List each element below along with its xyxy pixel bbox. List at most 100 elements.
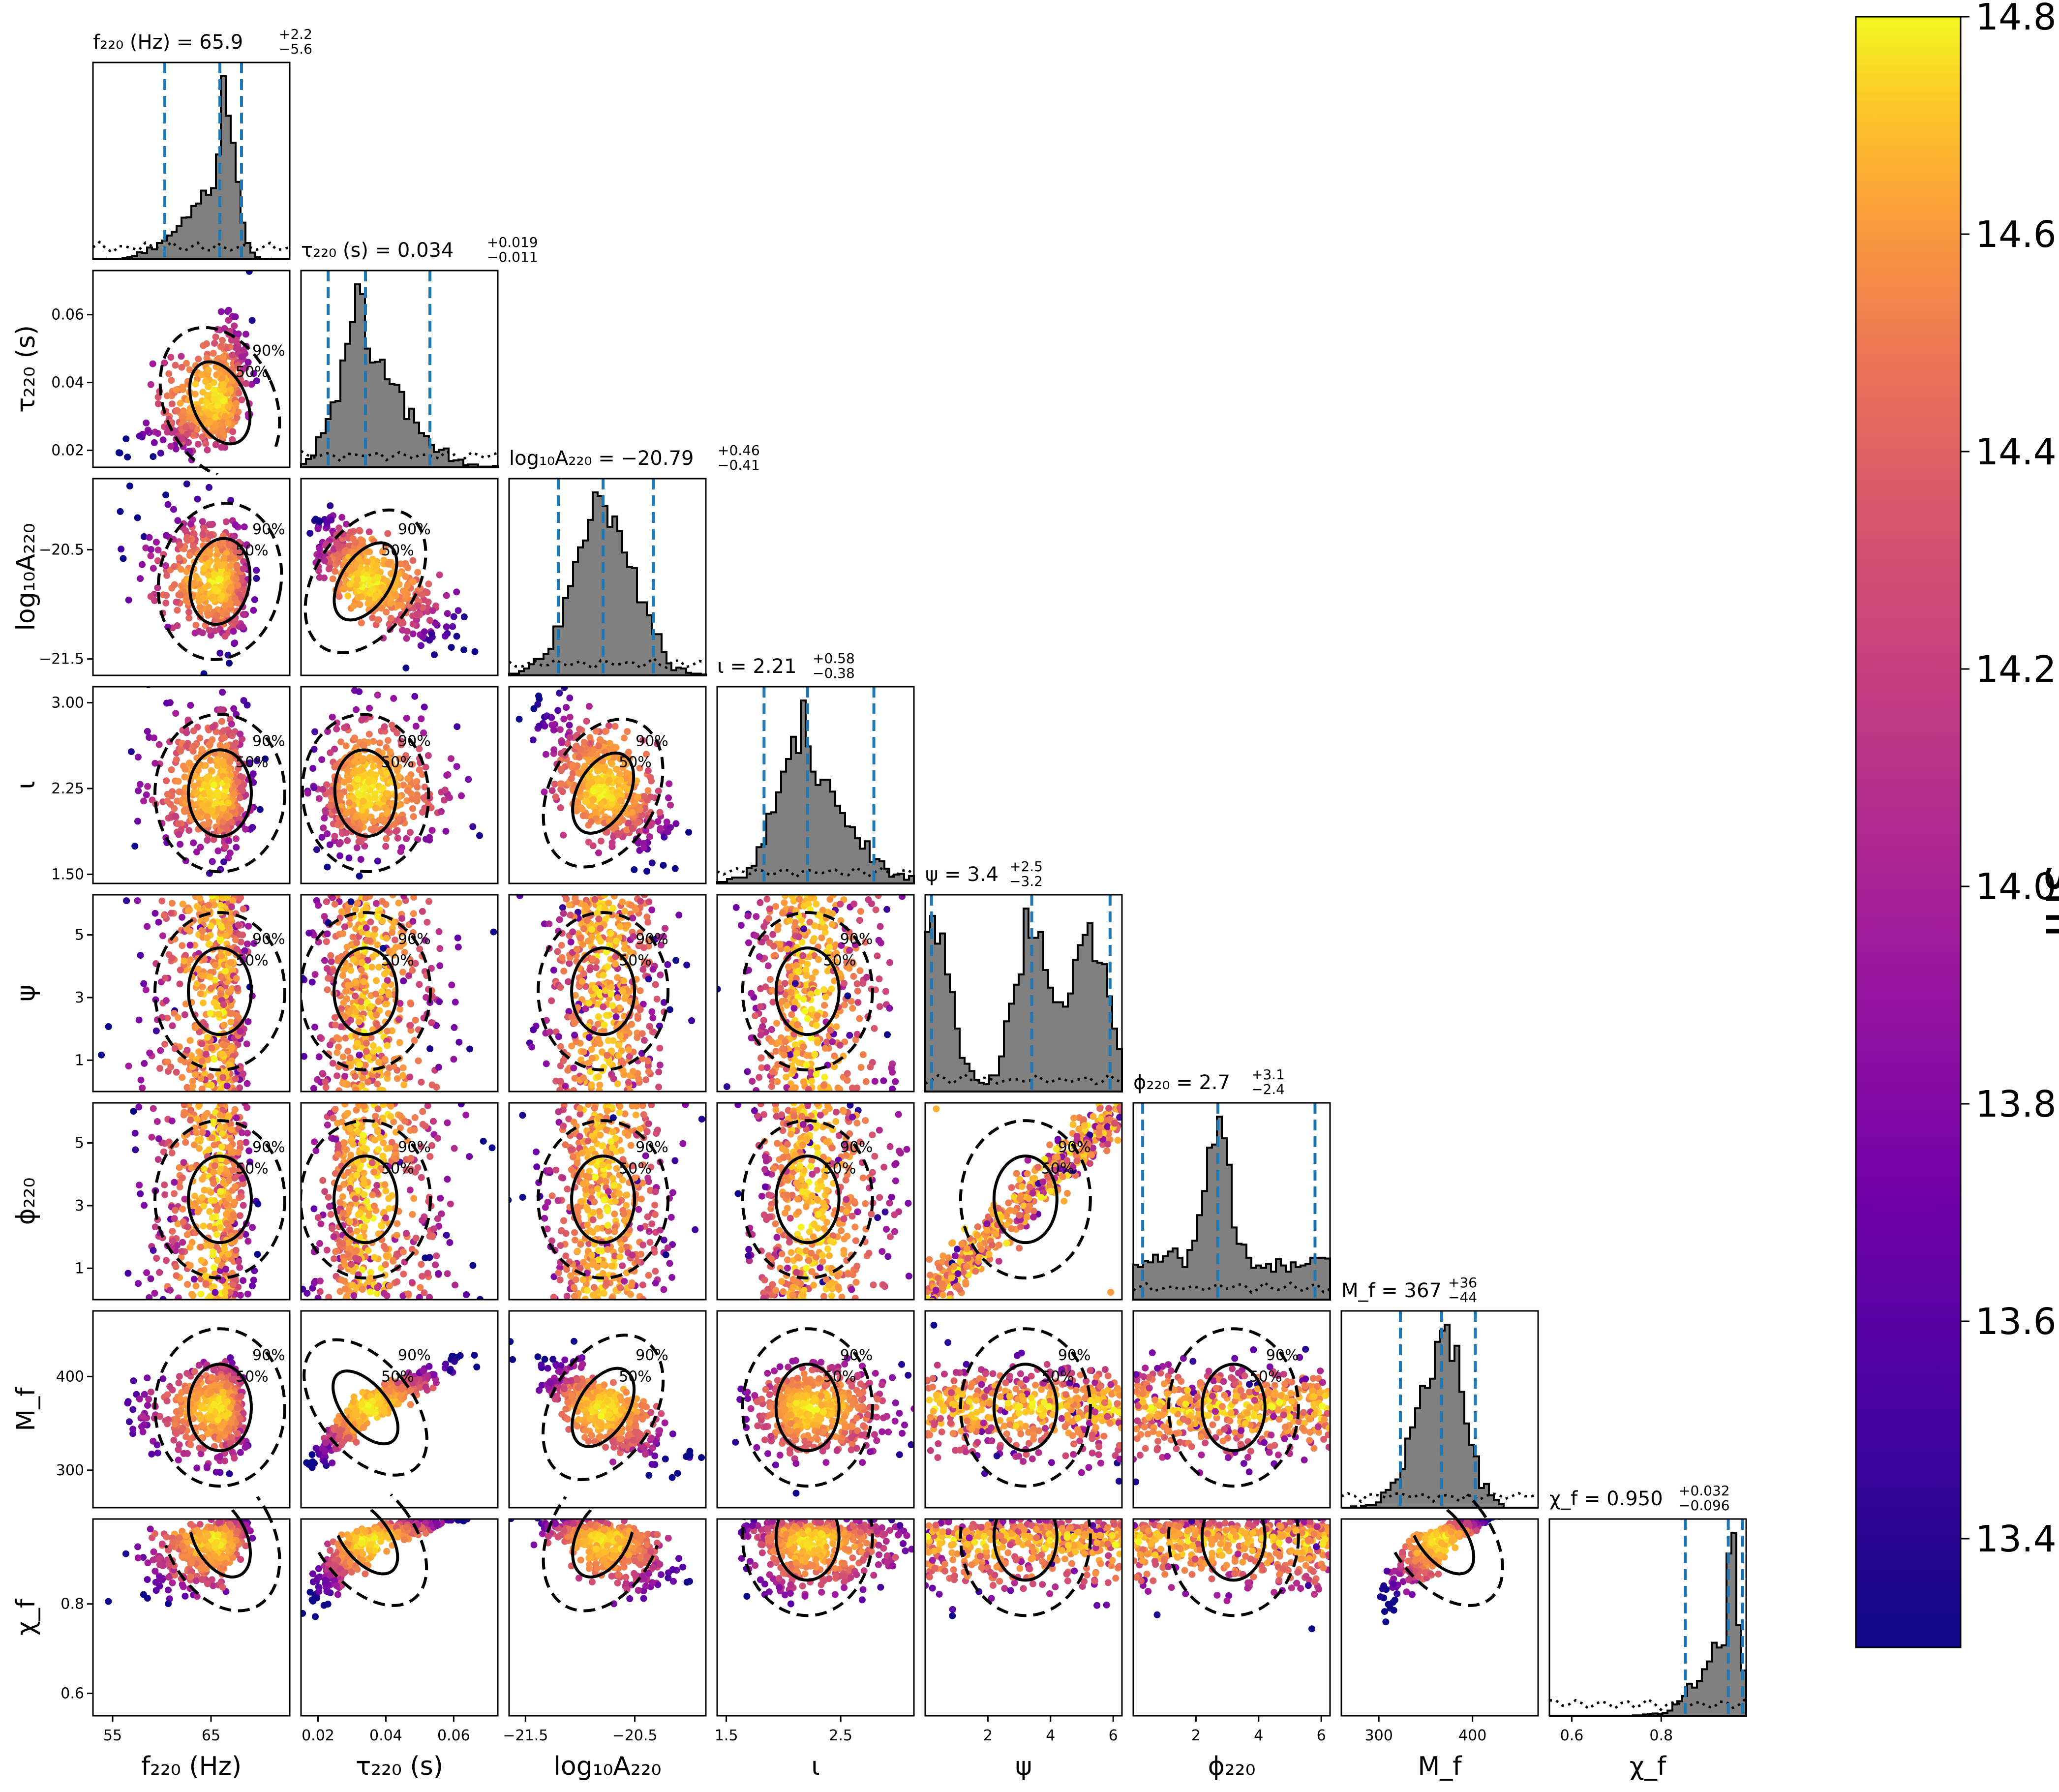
contour-label-90%: 90% <box>636 1476 668 1493</box>
contour-label-90%: 90% <box>1266 1347 1299 1364</box>
xtick-label-phi220: 6 <box>1317 1727 1326 1744</box>
contour-90 <box>537 911 670 1072</box>
corner-panels: f₂₂₀ (Hz) = 65.9 +2.2−5.6 τ₂₂₀ (s) = 0.034… <box>11 26 1747 1781</box>
frame-tau220-Mf <box>300 1310 499 1509</box>
ytick-label-psi: 3 <box>75 989 84 1006</box>
diag-title-phi220: ϕ₂₂₀ = 2.7 <box>1133 1071 1230 1094</box>
contour-50 <box>774 1363 841 1453</box>
diag-title-tau220: τ₂₂₀ (s) = 0.034 <box>301 239 454 262</box>
prior-line-chif <box>1549 1697 1747 1711</box>
ytick-label-chif: 0.6 <box>61 1685 84 1702</box>
contour-90 <box>1167 1327 1300 1488</box>
contour-label-90%: 90% <box>252 931 285 948</box>
scatter-panel-iota-chif: 50%90% <box>716 1476 915 1717</box>
colorbar-tick-label: 13.8 <box>1975 1083 2057 1125</box>
contour-90 <box>959 1327 1092 1488</box>
contour-label-90%: 90% <box>636 931 668 948</box>
contour-90 <box>301 1119 432 1280</box>
xlabel-logA220: log₁₀A₂₂₀ <box>553 1752 661 1781</box>
contour-label-50%: 50% <box>823 952 856 969</box>
histogram-psi <box>924 908 1123 1093</box>
ytick-label-phi220: 5 <box>75 1135 84 1152</box>
contour-50 <box>187 1154 253 1245</box>
xtick-label-iota: 1.5 <box>715 1727 738 1744</box>
frame-diag-iota <box>716 686 915 884</box>
scatter-panel-logA220-psi: 50%90% <box>508 894 707 1093</box>
prior-line-logA220 <box>508 656 706 670</box>
xtick-label-Mf: 300 <box>1365 1727 1393 1744</box>
scatter-panel-psi-Mf: 50% 90% <box>924 1310 1123 1509</box>
scatter-points-logA220-phi220 <box>509 1103 705 1300</box>
xlabel-Mf: M_f <box>1418 1752 1462 1781</box>
contour-label-90%: 90% <box>252 1347 285 1364</box>
frame-phi220-Mf <box>1132 1310 1331 1509</box>
frame-logA220-phi220 <box>508 1102 707 1301</box>
contour-label-90%: 90% <box>252 342 285 360</box>
scatter-panel-logA220-iota: 50%90% <box>508 686 707 884</box>
ytick-label-iota: 3.00 <box>51 695 84 712</box>
ytick-label-tau220: 0.06 <box>51 306 84 324</box>
ytick-label-Mf: 300 <box>56 1462 84 1479</box>
scatter-points-f220-tau220 <box>115 271 260 463</box>
scatter-points-tau220-psi <box>301 895 497 1092</box>
contour-label-90%: 90% <box>398 931 431 948</box>
frame-psi-chif <box>924 1518 1123 1717</box>
contour-90 <box>158 326 281 480</box>
contour-50 <box>1200 1519 1267 1582</box>
xlabel-iota: ι <box>811 1752 820 1781</box>
contour-50 <box>188 360 252 446</box>
scatter-points-psi-phi220 <box>925 1103 1122 1300</box>
scatter-panel-f220-phi220: 50%90% <box>92 1102 291 1301</box>
frame-diag-phi220 <box>1132 1102 1331 1301</box>
contour-50 <box>992 1519 1059 1582</box>
colorbar-gradient <box>1855 16 1962 1648</box>
contour-label-50%: 50% <box>823 1368 856 1385</box>
diag-title-minus-iota: −0.38 <box>813 665 855 681</box>
contour-label-50%: 50% <box>381 1160 414 1177</box>
xlabel-chif: χ_f <box>1630 1752 1667 1781</box>
contour-50 <box>333 748 398 838</box>
contour-90 <box>741 1327 874 1488</box>
contour-label-90%: 90% <box>1266 1476 1299 1493</box>
contour-90 <box>959 1519 1092 1617</box>
contour-90 <box>153 713 286 874</box>
scatter-panel-f220-Mf: 50% 90% <box>92 1310 291 1509</box>
histogram-tau220 <box>300 283 499 468</box>
ytick-label-phi220: 3 <box>75 1197 84 1215</box>
diag-panel-f220: f₂₂₀ (Hz) = 65.9 +2.2−5.6 <box>92 26 312 260</box>
frame-f220-iota <box>92 686 291 884</box>
contour-label-90%: 90% <box>398 1476 431 1493</box>
contour-label-50%: 50% <box>619 1160 652 1177</box>
contour-label-90%: 90% <box>252 521 285 538</box>
scatter-panel-logA220-Mf: 50% 90% <box>508 1310 707 1509</box>
contour-label-50%: 50% <box>236 1160 269 1177</box>
contour-label-90%: 90% <box>840 1476 873 1493</box>
frame-f220-psi <box>92 894 291 1093</box>
ytick-label-chif: 0.8 <box>61 1596 84 1613</box>
contour-90 <box>156 501 283 661</box>
contour-label-50%: 50% <box>381 1368 414 1385</box>
colorbar-tick-label: 14.2 <box>1975 648 2057 691</box>
scatter-panel-tau220-phi220: 50%90% <box>300 1102 499 1301</box>
xtick-label-f220: 65 <box>202 1727 220 1744</box>
frame-tau220-chif <box>300 1518 499 1717</box>
prior-line-psi <box>924 1072 1122 1086</box>
frame-logA220-iota <box>508 686 707 884</box>
contour-50 <box>187 946 253 1036</box>
contour-50 <box>333 541 398 622</box>
contour-label-90%: 90% <box>252 1476 285 1493</box>
frame-f220-Mf <box>92 1310 291 1509</box>
scatter-points-f220-Mf <box>124 1354 252 1478</box>
contour-label-50%: 50% <box>1249 1498 1282 1515</box>
scatter-panel-tau220-Mf: 50% 90% <box>300 1310 499 1509</box>
prior-line-iota <box>716 866 915 879</box>
scatter-panel-f220-psi: 50%90% <box>92 894 291 1093</box>
xtick-label-tau220: 0.04 <box>369 1727 402 1744</box>
contour-label-50%: 50% <box>236 952 269 969</box>
colorbar-tick-label: 14.6 <box>1975 213 2057 256</box>
contour-50 <box>188 537 252 626</box>
contour-50 <box>992 1363 1059 1453</box>
contour-label-50%: 50% <box>381 542 414 559</box>
histogram-Mf <box>1341 1324 1538 1509</box>
scatter-panel-tau220-logA220: 50%90% <box>300 478 499 676</box>
